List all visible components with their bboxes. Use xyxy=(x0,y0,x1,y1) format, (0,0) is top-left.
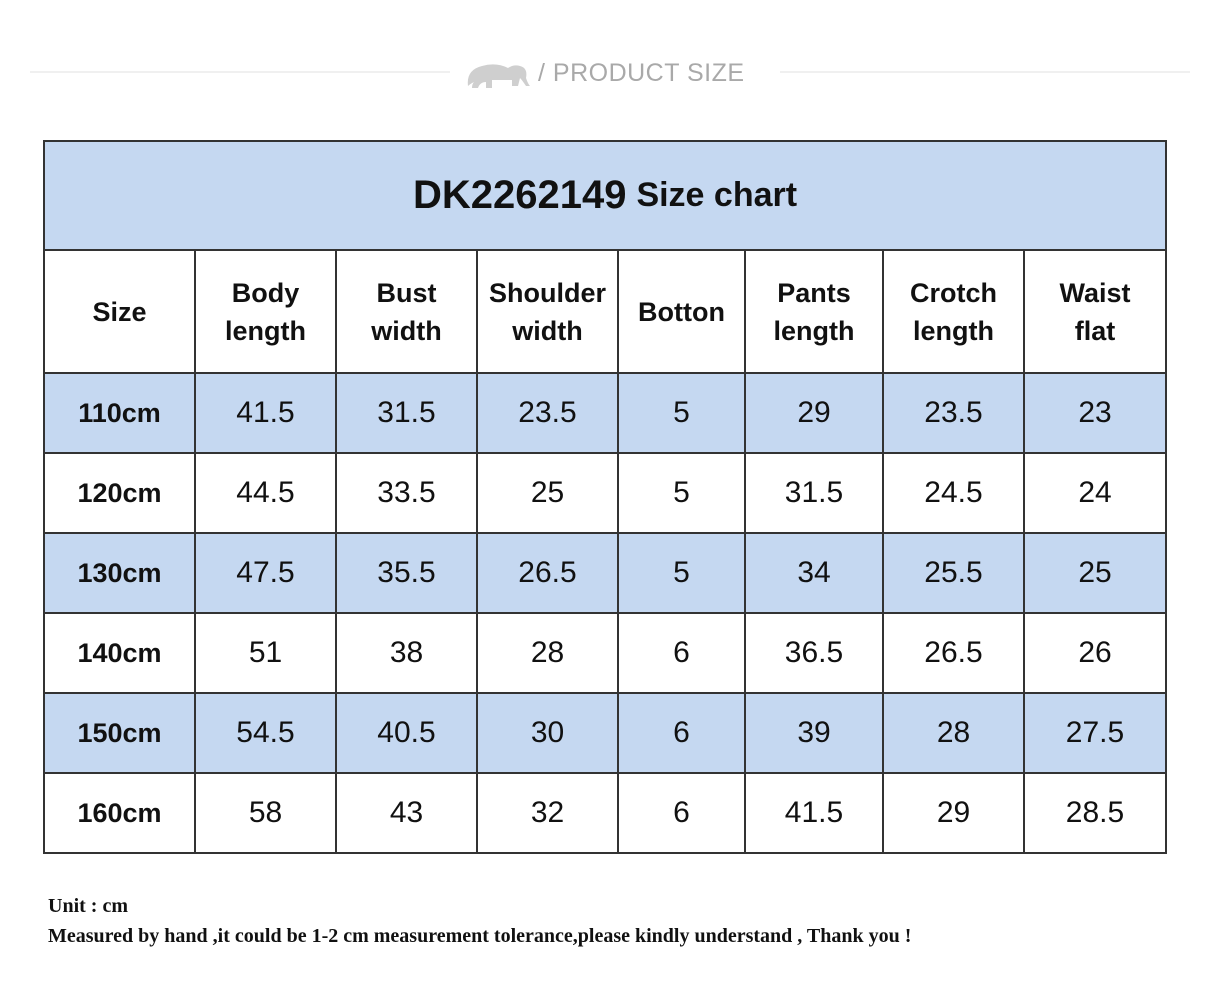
column-header-line: length xyxy=(773,315,855,346)
elephant-icon xyxy=(467,64,530,88)
size-cell: 110cm xyxy=(43,372,196,454)
column-header-line: Crotch xyxy=(910,277,997,308)
measurement-cell: 31.5 xyxy=(335,372,478,454)
measurement-cell: 24.5 xyxy=(882,452,1025,534)
column-header-line: Shoulder xyxy=(488,277,606,308)
column-header-line: length xyxy=(225,315,306,346)
table-row: 120cm 44.5 33.5 25 5 31.5 24.5 24 xyxy=(43,452,1167,534)
column-header-line: width xyxy=(512,315,583,346)
table-row: 140cm 51 38 28 6 36.5 26.5 26 xyxy=(43,612,1167,694)
measurement-cell: 36.5 xyxy=(744,612,884,694)
column-header: Size xyxy=(43,249,196,374)
column-header-line: Body xyxy=(231,277,300,308)
column-header: Bust width xyxy=(335,249,478,374)
measurement-cell: 5 xyxy=(617,452,746,534)
measurement-cell: 5 xyxy=(617,372,746,454)
measurement-cell: 29 xyxy=(882,772,1025,854)
measurement-cell: 5 xyxy=(617,532,746,614)
measurement-cell: 24 xyxy=(1023,452,1167,534)
column-header: Botton xyxy=(617,249,746,374)
measurement-cell: 25 xyxy=(476,452,619,534)
column-header-line: width xyxy=(371,315,442,346)
measurement-cell: 27.5 xyxy=(1023,692,1167,774)
column-header-line: Size xyxy=(92,296,147,327)
measurement-cell: 34 xyxy=(744,532,884,614)
banner-divider-right xyxy=(780,71,1190,73)
measurement-cell: 38 xyxy=(335,612,478,694)
column-header-line: Waist xyxy=(1059,277,1131,308)
measurement-cell: 6 xyxy=(617,692,746,774)
model-number: DK2262149 xyxy=(412,173,627,217)
measurement-cell: 26.5 xyxy=(476,532,619,614)
table-row: 160cm 58 43 32 6 41.5 29 28.5 xyxy=(43,772,1167,854)
size-chart-subtitle: Size chart xyxy=(636,176,798,214)
measurement-cell: 28 xyxy=(882,692,1025,774)
measurement-cell: 33.5 xyxy=(335,452,478,534)
size-cell: 130cm xyxy=(43,532,196,614)
size-cell: 120cm xyxy=(43,452,196,534)
size-cell: 160cm xyxy=(43,772,196,854)
measurement-cell: 28.5 xyxy=(1023,772,1167,854)
measurement-cell: 30 xyxy=(476,692,619,774)
size-cell: 140cm xyxy=(43,612,196,694)
measurement-cell: 32 xyxy=(476,772,619,854)
measurement-cell: 25.5 xyxy=(882,532,1025,614)
tolerance-note: Measured by hand ,it could be 1-2 cm mea… xyxy=(48,925,912,947)
table-row: 110cm 41.5 31.5 23.5 5 29 23.5 23 xyxy=(43,372,1167,454)
column-header-line: Pants xyxy=(777,277,851,308)
measurement-cell: 40.5 xyxy=(335,692,478,774)
measurement-cell: 26.5 xyxy=(882,612,1025,694)
measurement-cell: 29 xyxy=(744,372,884,454)
banner-title: / PRODUCT SIZE xyxy=(538,59,745,87)
measurement-cell: 58 xyxy=(194,772,337,854)
measurement-cell: 25 xyxy=(1023,532,1167,614)
size-chart-table: DK2262149 Size chart Size Body length Bust wi… xyxy=(43,140,1167,854)
column-header-line: flat xyxy=(1074,315,1116,346)
column-header: Body length xyxy=(194,249,337,374)
measurement-cell: 51 xyxy=(194,612,337,694)
column-header-line: Bust xyxy=(376,277,437,308)
column-header: Pants length xyxy=(744,249,884,374)
measurement-cell: 23 xyxy=(1023,372,1167,454)
size-cell: 150cm xyxy=(43,692,196,774)
table-row: 130cm 47.5 35.5 26.5 5 34 25.5 25 xyxy=(43,532,1167,614)
column-header: Crotch length xyxy=(882,249,1025,374)
measurement-cell: 31.5 xyxy=(744,452,884,534)
table-row: 150cm 54.5 40.5 30 6 39 28 27.5 xyxy=(43,692,1167,774)
measurement-cell: 41.5 xyxy=(744,772,884,854)
measurement-cell: 44.5 xyxy=(194,452,337,534)
column-header-line: Botton xyxy=(638,296,725,327)
column-header: Shoulder width xyxy=(476,249,619,374)
measurement-cell: 35.5 xyxy=(335,532,478,614)
product-size-banner: / PRODUCT SIZE xyxy=(0,48,1206,98)
column-header: Waist flat xyxy=(1023,249,1167,374)
measurement-cell: 39 xyxy=(744,692,884,774)
measurement-cell: 6 xyxy=(617,612,746,694)
measurement-cell: 41.5 xyxy=(194,372,337,454)
measurement-cell: 23.5 xyxy=(476,372,619,454)
measurement-cell: 54.5 xyxy=(194,692,337,774)
column-header-line: length xyxy=(913,315,994,346)
unit-note: Unit : cm xyxy=(48,895,128,917)
measurement-cell: 23.5 xyxy=(882,372,1025,454)
measurement-cell: 6 xyxy=(617,772,746,854)
measurement-cell: 43 xyxy=(335,772,478,854)
banner-divider-left xyxy=(30,71,450,73)
measurement-cell: 28 xyxy=(476,612,619,694)
header-row: Size Body length Bust width Shoulder width Bott… xyxy=(43,249,1167,374)
measurement-cell: 47.5 xyxy=(194,532,337,614)
measurement-cell: 26 xyxy=(1023,612,1167,694)
size-chart-title: DK2262149 Size chart xyxy=(43,140,1167,251)
